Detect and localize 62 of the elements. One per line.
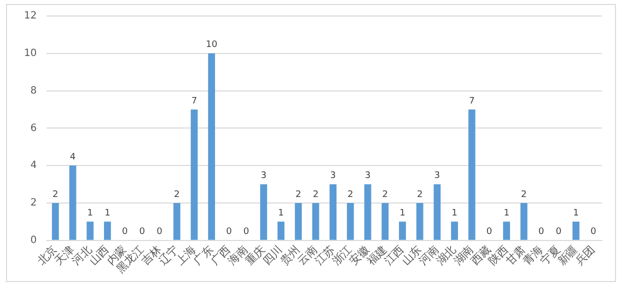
data-label: 2 <box>295 190 302 200</box>
y-tick-label: 2 <box>30 198 37 209</box>
data-label: 4 <box>70 152 76 162</box>
data-label: 2 <box>416 190 423 200</box>
bar <box>364 184 372 240</box>
bar <box>260 184 268 240</box>
data-label: 2 <box>52 190 58 200</box>
bar <box>398 222 406 240</box>
data-label: 1 <box>87 208 93 218</box>
data-label: 2 <box>348 190 354 200</box>
bar <box>69 166 76 240</box>
data-label: 3 <box>434 171 440 182</box>
bar <box>330 184 337 240</box>
bar <box>468 109 476 240</box>
data-label: 0 <box>122 227 128 238</box>
data-label: 1 <box>400 208 406 218</box>
data-label: 3 <box>364 171 371 182</box>
bar <box>416 202 424 240</box>
bar <box>520 202 528 240</box>
data-label: 0 <box>139 227 146 238</box>
data-label: 1 <box>452 208 458 218</box>
data-label: 0 <box>538 227 544 238</box>
data-label: 1 <box>278 208 284 218</box>
data-label: 0 <box>486 227 492 238</box>
bar <box>503 222 510 240</box>
y-tick-label: 6 <box>30 122 37 134</box>
bar <box>173 202 180 240</box>
bar <box>208 53 216 240</box>
bar <box>52 202 59 240</box>
bar <box>294 202 302 240</box>
data-label: 0 <box>243 227 250 238</box>
bar <box>451 222 458 240</box>
bar <box>190 109 198 240</box>
data-label: 7 <box>468 96 475 106</box>
data-label: 2 <box>312 190 319 200</box>
bar <box>278 222 284 240</box>
data-label: 2 <box>382 190 388 200</box>
data-label: 10 <box>206 40 218 50</box>
bar <box>312 202 320 240</box>
data-label: 1 <box>573 208 579 218</box>
y-tick-label: 0 <box>30 234 37 246</box>
data-label: 0 <box>226 227 232 238</box>
y-tick-label: 4 <box>30 160 37 172</box>
data-label: 1 <box>104 208 110 218</box>
data-label: 7 <box>191 96 198 106</box>
data-label: 3 <box>330 171 336 182</box>
y-tick-label: 10 <box>24 48 37 59</box>
data-label: 1 <box>504 208 510 218</box>
bar <box>104 222 111 240</box>
bar <box>382 202 389 240</box>
bar <box>86 222 94 240</box>
data-label: 0 <box>556 227 562 238</box>
bar <box>572 222 580 240</box>
y-tick-label: 12 <box>24 10 37 22</box>
y-tick-label: 8 <box>30 85 37 96</box>
data-label: 3 <box>260 171 266 182</box>
bar <box>346 202 354 240</box>
data-label: 2 <box>521 190 527 200</box>
data-label: 0 <box>590 227 596 238</box>
data-label: 2 <box>174 190 180 200</box>
data-label: 0 <box>156 227 163 238</box>
bar <box>434 184 441 240</box>
